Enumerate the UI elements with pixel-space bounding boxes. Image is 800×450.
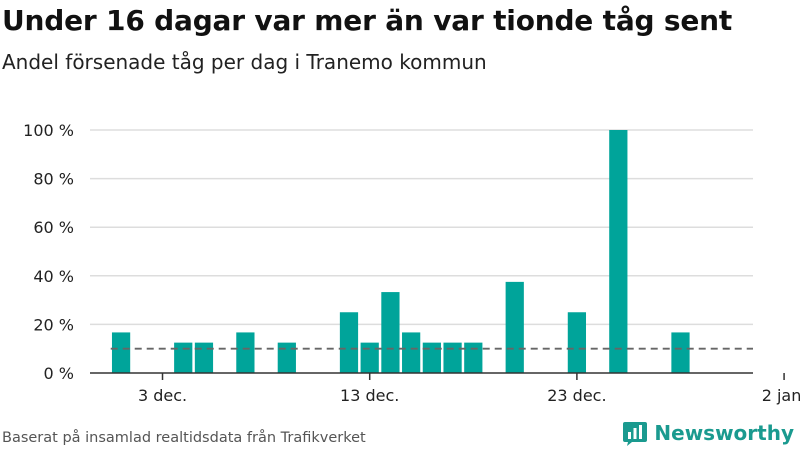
chart-title: Under 16 dagar var mer än var tionde tåg…	[2, 4, 733, 37]
y-tick-label: 100 %	[23, 121, 74, 140]
bar	[236, 332, 255, 373]
chart-bars-logo-icon	[623, 422, 648, 446]
bar	[464, 342, 483, 373]
bar	[339, 312, 359, 373]
y-tick-label: 80 %	[33, 170, 74, 189]
bar	[609, 130, 628, 373]
x-tick-label: 2 jan.	[762, 386, 800, 405]
bar	[194, 342, 214, 373]
bar	[360, 342, 379, 373]
y-tick-label: 20 %	[33, 315, 74, 334]
brand-name: Newsworthy	[654, 421, 794, 445]
bar	[277, 342, 296, 373]
x-tick-label: 13 dec.	[340, 386, 399, 405]
bar	[174, 342, 193, 373]
source-footnote: Baserat på insamlad realtidsdata från Tr…	[2, 430, 366, 446]
bar	[422, 342, 441, 373]
chart-subtitle: Andel försenade tåg per dag i Tranemo ko…	[2, 50, 487, 74]
bar	[567, 312, 587, 373]
y-tick-label: 0 %	[44, 364, 74, 383]
x-tick-label: 3 dec.	[138, 386, 187, 405]
bar	[111, 332, 131, 373]
bar	[671, 332, 690, 373]
bar	[381, 292, 400, 373]
bar	[443, 342, 462, 373]
y-tick-label: 40 %	[33, 267, 74, 286]
brand-logo: Newsworthy	[622, 420, 794, 446]
bar	[505, 281, 524, 373]
x-tick-label: 23 dec.	[547, 386, 606, 405]
y-tick-label: 60 %	[33, 218, 74, 237]
bar	[402, 332, 421, 373]
